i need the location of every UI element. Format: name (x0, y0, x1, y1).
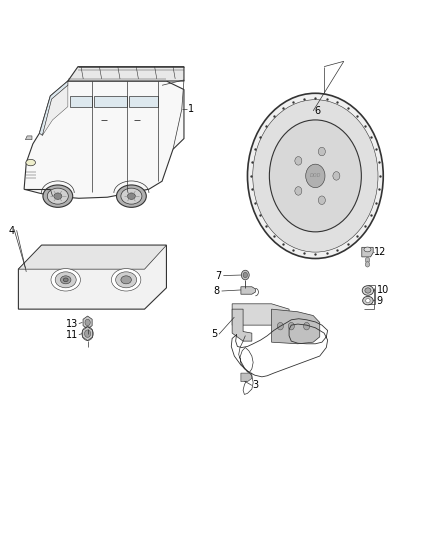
Ellipse shape (243, 272, 247, 278)
Ellipse shape (117, 185, 146, 207)
Circle shape (333, 172, 340, 180)
Ellipse shape (85, 333, 90, 336)
Polygon shape (272, 309, 320, 344)
Polygon shape (83, 327, 92, 341)
Polygon shape (39, 81, 68, 135)
Text: 3: 3 (253, 381, 259, 390)
Polygon shape (232, 309, 252, 341)
Circle shape (318, 196, 325, 205)
Text: 6: 6 (314, 106, 321, 116)
Polygon shape (70, 96, 92, 107)
Polygon shape (18, 245, 166, 309)
Polygon shape (241, 287, 255, 294)
Ellipse shape (116, 272, 137, 288)
Ellipse shape (26, 159, 35, 166)
Text: 8: 8 (214, 286, 220, 296)
Polygon shape (18, 245, 166, 269)
Circle shape (85, 330, 91, 337)
Ellipse shape (51, 269, 81, 291)
Ellipse shape (364, 247, 371, 252)
Text: 7: 7 (215, 271, 221, 280)
Circle shape (365, 257, 370, 263)
Circle shape (304, 322, 310, 330)
Circle shape (295, 187, 302, 195)
Polygon shape (25, 136, 32, 140)
Ellipse shape (365, 288, 371, 293)
Ellipse shape (47, 188, 68, 204)
Text: 9: 9 (377, 296, 383, 305)
Ellipse shape (127, 193, 135, 199)
Polygon shape (68, 67, 184, 81)
Ellipse shape (54, 193, 62, 199)
Text: 4: 4 (9, 227, 15, 236)
Ellipse shape (121, 188, 142, 204)
Polygon shape (42, 85, 68, 135)
Ellipse shape (362, 286, 374, 295)
Text: DOD: DOD (310, 173, 321, 179)
Circle shape (365, 262, 370, 267)
Polygon shape (129, 96, 158, 107)
Polygon shape (24, 81, 184, 198)
Ellipse shape (55, 272, 76, 288)
Text: 5: 5 (212, 329, 218, 339)
Polygon shape (241, 373, 252, 382)
Circle shape (288, 322, 294, 330)
Polygon shape (232, 304, 289, 325)
Circle shape (318, 147, 325, 156)
Ellipse shape (366, 298, 370, 303)
Text: 1: 1 (188, 104, 194, 114)
Circle shape (277, 322, 283, 330)
Ellipse shape (121, 276, 131, 284)
Text: 10: 10 (377, 285, 389, 295)
Text: 12: 12 (374, 247, 386, 256)
Circle shape (253, 100, 378, 252)
Circle shape (85, 319, 90, 326)
Ellipse shape (111, 269, 141, 291)
Ellipse shape (60, 276, 71, 284)
Circle shape (247, 93, 383, 259)
Circle shape (295, 157, 302, 165)
Circle shape (269, 120, 361, 232)
Ellipse shape (43, 185, 73, 207)
Polygon shape (94, 96, 127, 107)
Text: 13: 13 (66, 319, 78, 328)
Ellipse shape (363, 296, 373, 305)
Ellipse shape (63, 278, 68, 281)
Polygon shape (83, 316, 92, 329)
Ellipse shape (241, 270, 249, 280)
Polygon shape (362, 247, 373, 257)
Text: 11: 11 (66, 330, 78, 340)
Circle shape (306, 164, 325, 188)
